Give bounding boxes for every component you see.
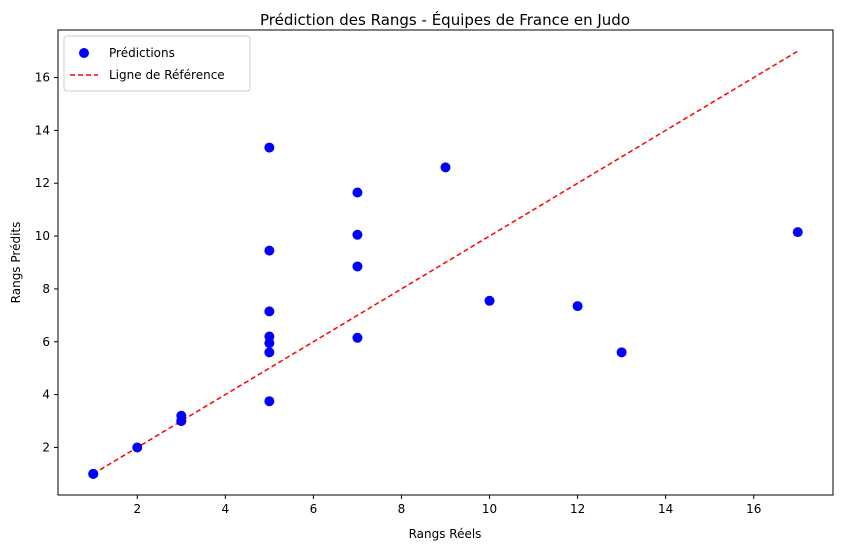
data-point bbox=[264, 142, 275, 153]
x-tick-label: 2 bbox=[133, 502, 141, 516]
y-tick-label: 6 bbox=[42, 335, 50, 349]
data-point bbox=[572, 301, 583, 312]
x-tick-label: 4 bbox=[222, 502, 230, 516]
x-axis: 2 4 6 8 10 12 14 16 bbox=[133, 495, 761, 516]
data-point bbox=[264, 306, 275, 317]
x-tick-label: 14 bbox=[658, 502, 673, 516]
data-point bbox=[264, 245, 275, 256]
x-tick-label: 6 bbox=[310, 502, 318, 516]
y-tick-label: 2 bbox=[42, 440, 50, 454]
reference-line bbox=[92, 50, 799, 475]
points-layer bbox=[88, 142, 803, 479]
plot-frame bbox=[57, 29, 834, 496]
data-point bbox=[264, 338, 275, 349]
y-tick-label: 16 bbox=[35, 71, 50, 85]
legend-label-reference-line: Ligne de Référence bbox=[109, 68, 225, 82]
y-tick-label: 14 bbox=[35, 123, 50, 137]
plot-area bbox=[57, 29, 834, 496]
y-axis: 2 4 6 8 10 12 14 16 bbox=[35, 71, 58, 454]
x-axis-label: Rangs Réels bbox=[409, 527, 482, 541]
data-point bbox=[352, 332, 363, 343]
x-tick-label: 16 bbox=[746, 502, 761, 516]
data-point bbox=[264, 396, 275, 407]
y-tick-label: 12 bbox=[35, 176, 50, 190]
data-point bbox=[352, 229, 363, 240]
y-axis-label: Rangs Prédits bbox=[9, 222, 23, 304]
data-point bbox=[264, 347, 275, 358]
data-point bbox=[352, 261, 363, 272]
x-tick-label: 8 bbox=[398, 502, 406, 516]
data-point bbox=[484, 295, 495, 306]
y-tick-label: 10 bbox=[35, 229, 50, 243]
data-point bbox=[176, 410, 187, 421]
y-tick-label: 4 bbox=[42, 388, 50, 402]
data-point bbox=[440, 162, 451, 173]
chart-title: Prédiction des Rangs - Équipes de France… bbox=[260, 10, 630, 29]
legend-label-predictions: Prédictions bbox=[109, 46, 175, 60]
legend-marker-predictions bbox=[79, 48, 89, 58]
reference-line-layer bbox=[92, 50, 799, 475]
x-tick-label: 12 bbox=[570, 502, 585, 516]
data-point bbox=[132, 442, 143, 453]
data-point bbox=[616, 347, 627, 358]
legend-box bbox=[63, 35, 251, 92]
y-tick-label: 8 bbox=[42, 282, 50, 296]
data-point bbox=[792, 227, 803, 238]
legend: Prédictions Ligne de Référence bbox=[63, 35, 251, 92]
x-tick-label: 10 bbox=[482, 502, 497, 516]
data-point bbox=[88, 468, 99, 479]
data-point bbox=[352, 187, 363, 198]
